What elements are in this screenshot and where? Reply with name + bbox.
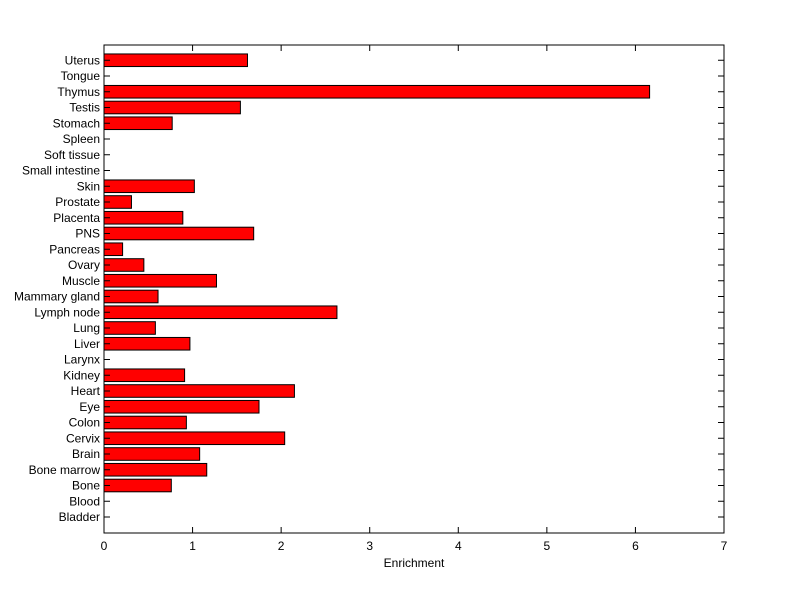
bar-liver: [103, 336, 191, 351]
y-tick-label: Tongue: [61, 69, 101, 83]
bar-stomach: [103, 116, 173, 131]
y-tick-label: Soft tissue: [44, 148, 100, 162]
y-tick-label: Colon: [69, 416, 100, 430]
x-tick-label: 1: [189, 539, 196, 553]
x-tick-label: 3: [366, 539, 373, 553]
y-tick-label: Spleen: [63, 132, 100, 146]
bar-heart: [103, 384, 295, 398]
y-tick-label: Lung: [73, 321, 100, 335]
bar-kidney: [103, 368, 186, 383]
y-tick-label: Placenta: [53, 211, 100, 225]
y-tick-label: Bone marrow: [29, 463, 101, 477]
x-tick-label: 2: [278, 539, 285, 553]
y-tick-label: Small intestine: [22, 164, 100, 178]
y-tick-label: Muscle: [62, 274, 100, 288]
y-tick-label: Brain: [72, 447, 100, 461]
bar-testis: [103, 100, 241, 115]
y-tick-label: Liver: [74, 337, 100, 351]
bar-mammary-gland: [103, 289, 159, 304]
y-tick-label: Stomach: [53, 116, 100, 130]
bar-placenta: [103, 210, 184, 225]
y-tick-label: Lymph node: [34, 305, 100, 319]
x-tick-group: 0 1 2 3 4 5 6 7: [101, 45, 728, 553]
bar-bone-marrow: [103, 462, 208, 477]
y-tick-label: Larynx: [64, 353, 100, 367]
y-tick-label: Cervix: [66, 431, 100, 445]
bar-pns: [103, 226, 255, 241]
bar-colon: [103, 415, 187, 430]
bar-uterus: [103, 53, 248, 68]
bar-bone: [103, 478, 172, 493]
y-tick-label: PNS: [75, 227, 100, 241]
y-tick-label: Bone: [72, 479, 100, 493]
bar-lung: [103, 321, 156, 335]
bar-eye: [103, 399, 260, 414]
plot-area: [104, 45, 724, 533]
y-tick-label: Uterus: [65, 53, 100, 67]
bar-skin: [103, 179, 195, 194]
y-tick-label: Bladder: [59, 510, 100, 524]
plot-frame: [103, 44, 725, 534]
y-tick-label: Testis: [69, 101, 100, 115]
y-tick-label: Blood: [69, 494, 100, 508]
y-tick-label: Eye: [79, 400, 100, 414]
y-tick-label: Thymus: [57, 85, 100, 99]
bar-muscle: [103, 273, 217, 288]
y-tick-label: Prostate: [55, 195, 100, 209]
x-tick-label: 7: [721, 539, 728, 553]
y-tick-label: Ovary: [68, 258, 100, 272]
y-tick-label: Mammary gland: [14, 290, 100, 304]
x-axis-title: Enrichment: [384, 556, 445, 570]
bar-cervix: [103, 431, 286, 446]
x-tick-label: 0: [101, 539, 108, 553]
y-tick-label: Kidney: [63, 368, 100, 382]
bar-brain: [103, 447, 201, 461]
y-tick-label: Pancreas: [49, 242, 100, 256]
x-tick-label: 5: [544, 539, 551, 553]
bar-lymph-node: [103, 305, 338, 320]
y-tick-label: Skin: [77, 179, 100, 193]
y-tick-label: Heart: [71, 384, 101, 398]
x-tick-label: 4: [455, 539, 462, 553]
bar-thymus: [103, 84, 651, 99]
x-tick-label: 6: [632, 539, 639, 553]
